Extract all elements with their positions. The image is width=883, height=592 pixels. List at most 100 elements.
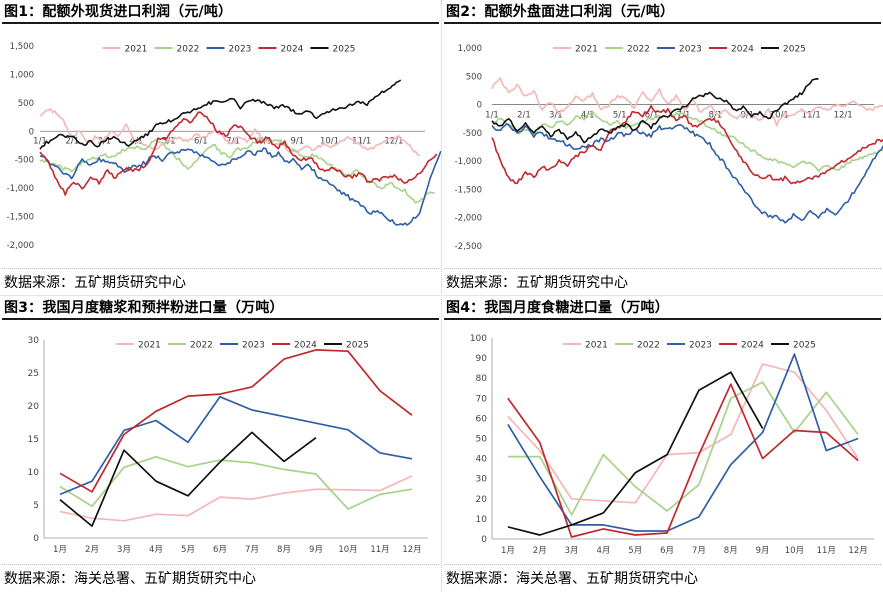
y-tick-label: -1,000	[7, 184, 34, 194]
x-tick-label: 8月	[277, 545, 291, 555]
y-tick-label: -1,500	[7, 213, 34, 223]
x-tick-label: 10月	[338, 545, 357, 555]
x-tick-label: 5月	[181, 545, 195, 555]
series-line-2022	[59, 455, 413, 510]
x-tick-label: 1/1	[33, 136, 47, 146]
y-tick-label: 10	[28, 468, 40, 478]
x-tick-label: 12/1	[384, 136, 403, 146]
source-rule	[2, 268, 439, 269]
legend-label-2025: 2025	[346, 341, 369, 351]
chart-spot-import-profit: 1,500 1,000 500 0 -500 -1,000 -1,500 -2,000 1/1 2…	[7, 42, 441, 251]
x-tick-label: 2月	[533, 546, 547, 556]
x-tick-label: 5月	[628, 546, 642, 556]
series-line-2024	[39, 111, 438, 196]
chart-title: 图3：我国月度糖浆和预拌粉进口量（万吨）	[4, 300, 284, 316]
y-tick-label: 500	[466, 72, 482, 82]
x-tick-label: 7/1	[226, 136, 240, 146]
legend-label-2024: 2024	[741, 341, 764, 351]
legend-label-2025: 2025	[783, 45, 806, 55]
series-line-2021	[39, 108, 420, 156]
data-source: 数据来源：五矿期货研究中心	[4, 275, 186, 291]
x-tick-label: 12月	[402, 545, 421, 555]
y-tick-label: 0	[477, 101, 482, 111]
series-line-2024	[507, 383, 859, 538]
x-tick-label: 12/1	[834, 111, 853, 121]
x-tick-label: 2/1	[65, 136, 79, 146]
legend-label-2024: 2024	[281, 45, 304, 55]
chart-futures-import-profit: 1,000 500 0 -500 -1,000 -1,500 -2,000 -2,500 1/1…	[455, 44, 883, 252]
panel-syrup-premix-imports: 图3：我国月度糖浆和预拌粉进口量（万吨） 30 25 20 15 10 5 0 1月 2月 3月 4…	[0, 296, 441, 592]
y-tick-label: 60	[476, 414, 488, 424]
series-line-2021	[491, 77, 883, 127]
x-tick-label: 9/1	[741, 111, 755, 121]
x-tick-label: 8月	[724, 546, 738, 556]
legend-label-2023: 2023	[689, 341, 712, 351]
y-tick-label: 50	[476, 435, 488, 445]
series-line-2025	[59, 431, 317, 527]
y-tick-label: 0	[33, 534, 39, 544]
y-tick-label: -2,000	[7, 241, 34, 251]
x-tick-label: 5/1	[162, 136, 176, 146]
legend-label-2021: 2021	[125, 45, 148, 55]
legend-label-2022: 2022	[190, 341, 213, 351]
legend-label-2025: 2025	[793, 341, 816, 351]
x-tick-label: 11/1	[802, 111, 821, 121]
series-line-2025	[39, 79, 402, 150]
x-tick-label: 4/1	[130, 136, 144, 146]
y-tick-label: -500	[463, 129, 482, 139]
legend-label-2025: 2025	[333, 45, 356, 55]
x-tick-label: 5/1	[613, 111, 627, 121]
legend-label-2022: 2022	[637, 341, 660, 351]
x-tick-label: 11月	[817, 546, 836, 556]
title-rule	[444, 22, 881, 24]
x-tick-label: 2月	[85, 545, 99, 555]
legend-label-2022: 2022	[627, 45, 650, 55]
y-tick-label: 90	[476, 354, 488, 364]
x-tick-label: 3月	[565, 546, 579, 556]
panel-futures-import-profit: 图2：配额外盘面进口利润（元/吨） 1,000 500 0 -500 -1,000 -1,…	[442, 0, 883, 296]
y-tick-label: -2,500	[455, 242, 482, 252]
series-line-2022	[507, 381, 859, 516]
legend-label-2021: 2021	[575, 45, 598, 55]
series-line-2025	[491, 78, 819, 144]
vertical-divider	[441, 0, 442, 592]
legend-label-2021: 2021	[138, 341, 161, 351]
x-tick-label: 4月	[596, 546, 610, 556]
chart-syrup-premix-imports: 30 25 20 15 10 5 0 1月 2月 3月 4月 5月 6月 7月 8月 9月 10月 11月 12月 2…	[28, 336, 428, 555]
y-tick-label: 500	[18, 99, 34, 109]
x-tick-label: 7月	[692, 546, 706, 556]
y-tick-label: 1,000	[10, 70, 34, 80]
x-tick-label: 6月	[660, 546, 674, 556]
y-tick-label: 80	[476, 374, 488, 384]
legend-label-2023: 2023	[242, 341, 265, 351]
series-line-2023	[39, 147, 441, 226]
source-rule	[2, 564, 439, 565]
series-line-2022	[491, 110, 883, 172]
series-line-2024	[59, 349, 413, 493]
title-rule	[444, 318, 881, 320]
horizontal-divider	[0, 295, 883, 296]
title-rule	[2, 318, 439, 320]
x-tick-label: 8/1	[709, 111, 723, 121]
legend-label-2023: 2023	[679, 45, 702, 55]
y-tick-label: 15	[28, 435, 39, 445]
data-source: 数据来源：海关总署、五矿期货研究中心	[446, 571, 698, 587]
series-line-2021	[59, 475, 413, 522]
series-line-2022	[39, 137, 435, 204]
y-tick-label: 40	[476, 455, 488, 465]
x-tick-label: 9月	[756, 546, 770, 556]
x-tick-label: 1月	[501, 546, 515, 556]
series-line-2024	[491, 104, 883, 185]
data-source: 数据来源：五矿期货研究中心	[446, 275, 628, 291]
y-tick-label: 1,500	[10, 42, 34, 52]
panel-sugar-imports: 图4：我国月度食糖进口量（万吨） 100 90 80 70 60 50 40 30 20 10 0 1…	[442, 296, 883, 592]
x-tick-label: 7月	[245, 545, 259, 555]
x-tick-label: 3/1	[549, 111, 563, 121]
chart-title: 图2：配额外盘面进口利润（元/吨）	[446, 4, 675, 20]
x-tick-label: 12月	[848, 546, 867, 556]
x-tick-label: 9月	[309, 545, 323, 555]
x-tick-label: 6月	[213, 545, 227, 555]
legend-label-2022: 2022	[177, 45, 200, 55]
data-source: 数据来源：海关总署、五矿期货研究中心	[4, 571, 256, 587]
